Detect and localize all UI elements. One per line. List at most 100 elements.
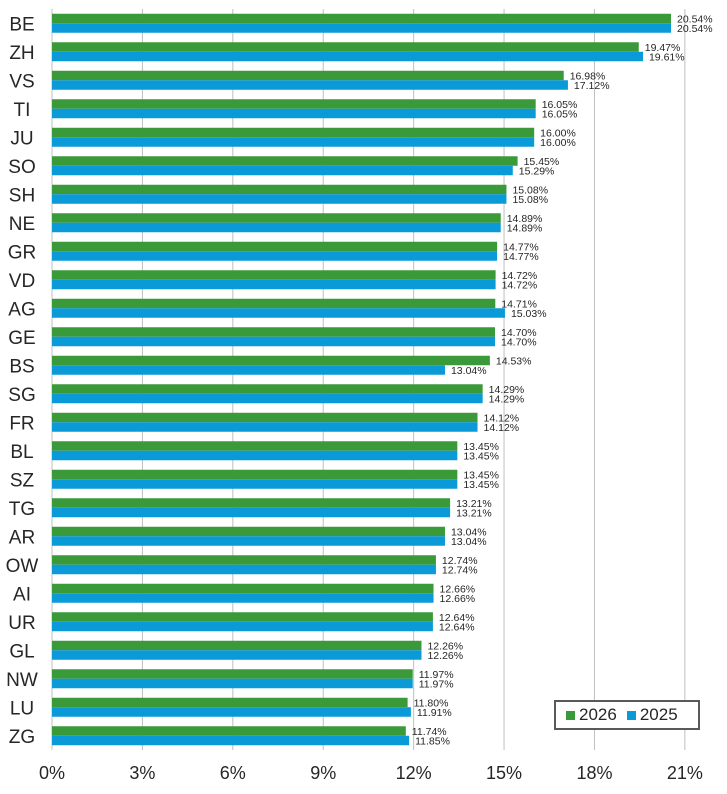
data-label-2026: 14.72% bbox=[502, 270, 538, 282]
data-label-2026: 13.45% bbox=[463, 441, 499, 453]
category-label: TI bbox=[14, 100, 31, 121]
bar-2025 bbox=[52, 707, 411, 717]
legend-label-2025: 2025 bbox=[639, 705, 678, 724]
x-tick-label: 9% bbox=[310, 763, 336, 783]
bar-2026 bbox=[52, 726, 406, 736]
data-label-2026: 14.29% bbox=[489, 384, 525, 396]
x-tick-label: 6% bbox=[220, 763, 246, 783]
bar-2025 bbox=[52, 678, 413, 689]
bar-2025 bbox=[52, 564, 436, 575]
category-label: SO bbox=[8, 157, 35, 178]
bar-2025 bbox=[52, 137, 535, 147]
data-label-2026: 13.45% bbox=[463, 469, 499, 481]
bar-2026 bbox=[52, 184, 507, 195]
data-label-2025: 12.74% bbox=[442, 564, 478, 576]
data-label-2026: 14.53% bbox=[496, 355, 532, 367]
category-label: BL bbox=[10, 442, 33, 463]
data-label-2026: 15.08% bbox=[512, 184, 548, 196]
category-label: SG bbox=[8, 385, 35, 406]
bar-2025 bbox=[52, 23, 672, 33]
data-label-2025: 13.04% bbox=[451, 536, 487, 548]
data-label-2025: 12.64% bbox=[439, 621, 475, 633]
bar-2026 bbox=[52, 99, 536, 109]
data-label-2026: 12.66% bbox=[440, 583, 476, 595]
category-label: BS bbox=[9, 356, 34, 377]
bar-2025 bbox=[52, 536, 445, 546]
data-label-2026: 11.74% bbox=[412, 726, 447, 738]
bar-2025 bbox=[52, 650, 422, 660]
bar-2025 bbox=[52, 479, 458, 489]
bar-2026 bbox=[52, 526, 445, 537]
data-label-2025: 12.66% bbox=[440, 593, 476, 605]
bar-2026 bbox=[52, 70, 564, 81]
data-label-2026: 14.77% bbox=[503, 241, 539, 253]
category-label: NE bbox=[9, 214, 35, 235]
data-label-2026: 12.74% bbox=[442, 555, 478, 567]
category-label: GL bbox=[9, 641, 34, 662]
category-label: LU bbox=[10, 698, 34, 719]
data-label-2026: 14.71% bbox=[501, 298, 537, 310]
data-label-2026: 14.12% bbox=[484, 412, 520, 424]
data-label-2026: 13.04% bbox=[451, 526, 487, 538]
category-label: FR bbox=[9, 413, 34, 434]
category-label: AG bbox=[8, 299, 35, 320]
category-label: JU bbox=[10, 128, 33, 149]
legend: 2026 2025 bbox=[554, 700, 700, 730]
category-label: SH bbox=[9, 185, 35, 206]
data-label-2025: 16.00% bbox=[540, 137, 576, 149]
bar-2025 bbox=[52, 365, 445, 375]
legend-label-2026: 2026 bbox=[579, 705, 617, 724]
data-label-2026: 16.00% bbox=[540, 127, 576, 139]
legend-item-2026: 2026 bbox=[566, 705, 617, 725]
bar-2025 bbox=[52, 507, 451, 518]
bar-2025 bbox=[52, 450, 458, 461]
data-label-2025: 12.26% bbox=[427, 650, 463, 662]
data-label-2025: 13.21% bbox=[456, 507, 492, 519]
category-label: TG bbox=[9, 499, 35, 520]
data-label-2025: 13.04% bbox=[451, 365, 487, 377]
data-label-2026: 12.26% bbox=[427, 640, 463, 652]
data-label-2026: 19.47% bbox=[645, 42, 681, 54]
bar-2025 bbox=[52, 621, 433, 632]
bar-2026 bbox=[52, 640, 422, 651]
category-label: BE bbox=[9, 14, 34, 35]
data-label-2026: 12.64% bbox=[439, 612, 475, 624]
bar-2025 bbox=[52, 222, 501, 233]
x-tick-label: 18% bbox=[576, 763, 612, 783]
data-label-2025: 14.70% bbox=[501, 336, 537, 348]
data-label-2026: 13.21% bbox=[456, 498, 492, 510]
data-label-2025: 14.12% bbox=[484, 422, 520, 434]
category-label: VS bbox=[9, 71, 34, 92]
bar-2026 bbox=[52, 241, 498, 252]
bar-2026 bbox=[52, 127, 535, 138]
bar-2025 bbox=[52, 336, 496, 347]
category-label: UR bbox=[8, 613, 35, 634]
x-tick-label: 15% bbox=[486, 763, 522, 783]
bar-2025 bbox=[52, 308, 505, 318]
data-label-2025: 15.03% bbox=[511, 308, 547, 320]
data-label-2025: 14.29% bbox=[489, 393, 525, 405]
data-label-2026: 11.97% bbox=[419, 669, 454, 681]
legend-swatch-2026 bbox=[566, 710, 575, 720]
data-label-2026: 16.98% bbox=[570, 70, 606, 82]
bar-2025 bbox=[52, 108, 536, 119]
data-label-2025: 14.89% bbox=[507, 222, 543, 234]
bar-2026 bbox=[52, 469, 458, 480]
x-tick-label: 0% bbox=[39, 763, 65, 783]
data-label-2025: 15.29% bbox=[519, 165, 555, 177]
bar-2025 bbox=[52, 735, 410, 746]
x-tick-label: 12% bbox=[396, 763, 432, 783]
category-label: ZG bbox=[9, 727, 35, 748]
bar-2025 bbox=[52, 279, 496, 290]
category-label: GE bbox=[8, 328, 35, 349]
bar-2026 bbox=[52, 42, 639, 52]
bar-2026 bbox=[52, 583, 434, 594]
bar-2025 bbox=[52, 165, 513, 176]
bar-2026 bbox=[52, 697, 408, 708]
category-label: NW bbox=[6, 670, 38, 691]
category-label: GR bbox=[8, 242, 37, 263]
data-label-2025: 11.85% bbox=[415, 735, 450, 747]
x-tick-label: 21% bbox=[667, 763, 703, 783]
data-label-2025: 11.97% bbox=[419, 678, 454, 690]
